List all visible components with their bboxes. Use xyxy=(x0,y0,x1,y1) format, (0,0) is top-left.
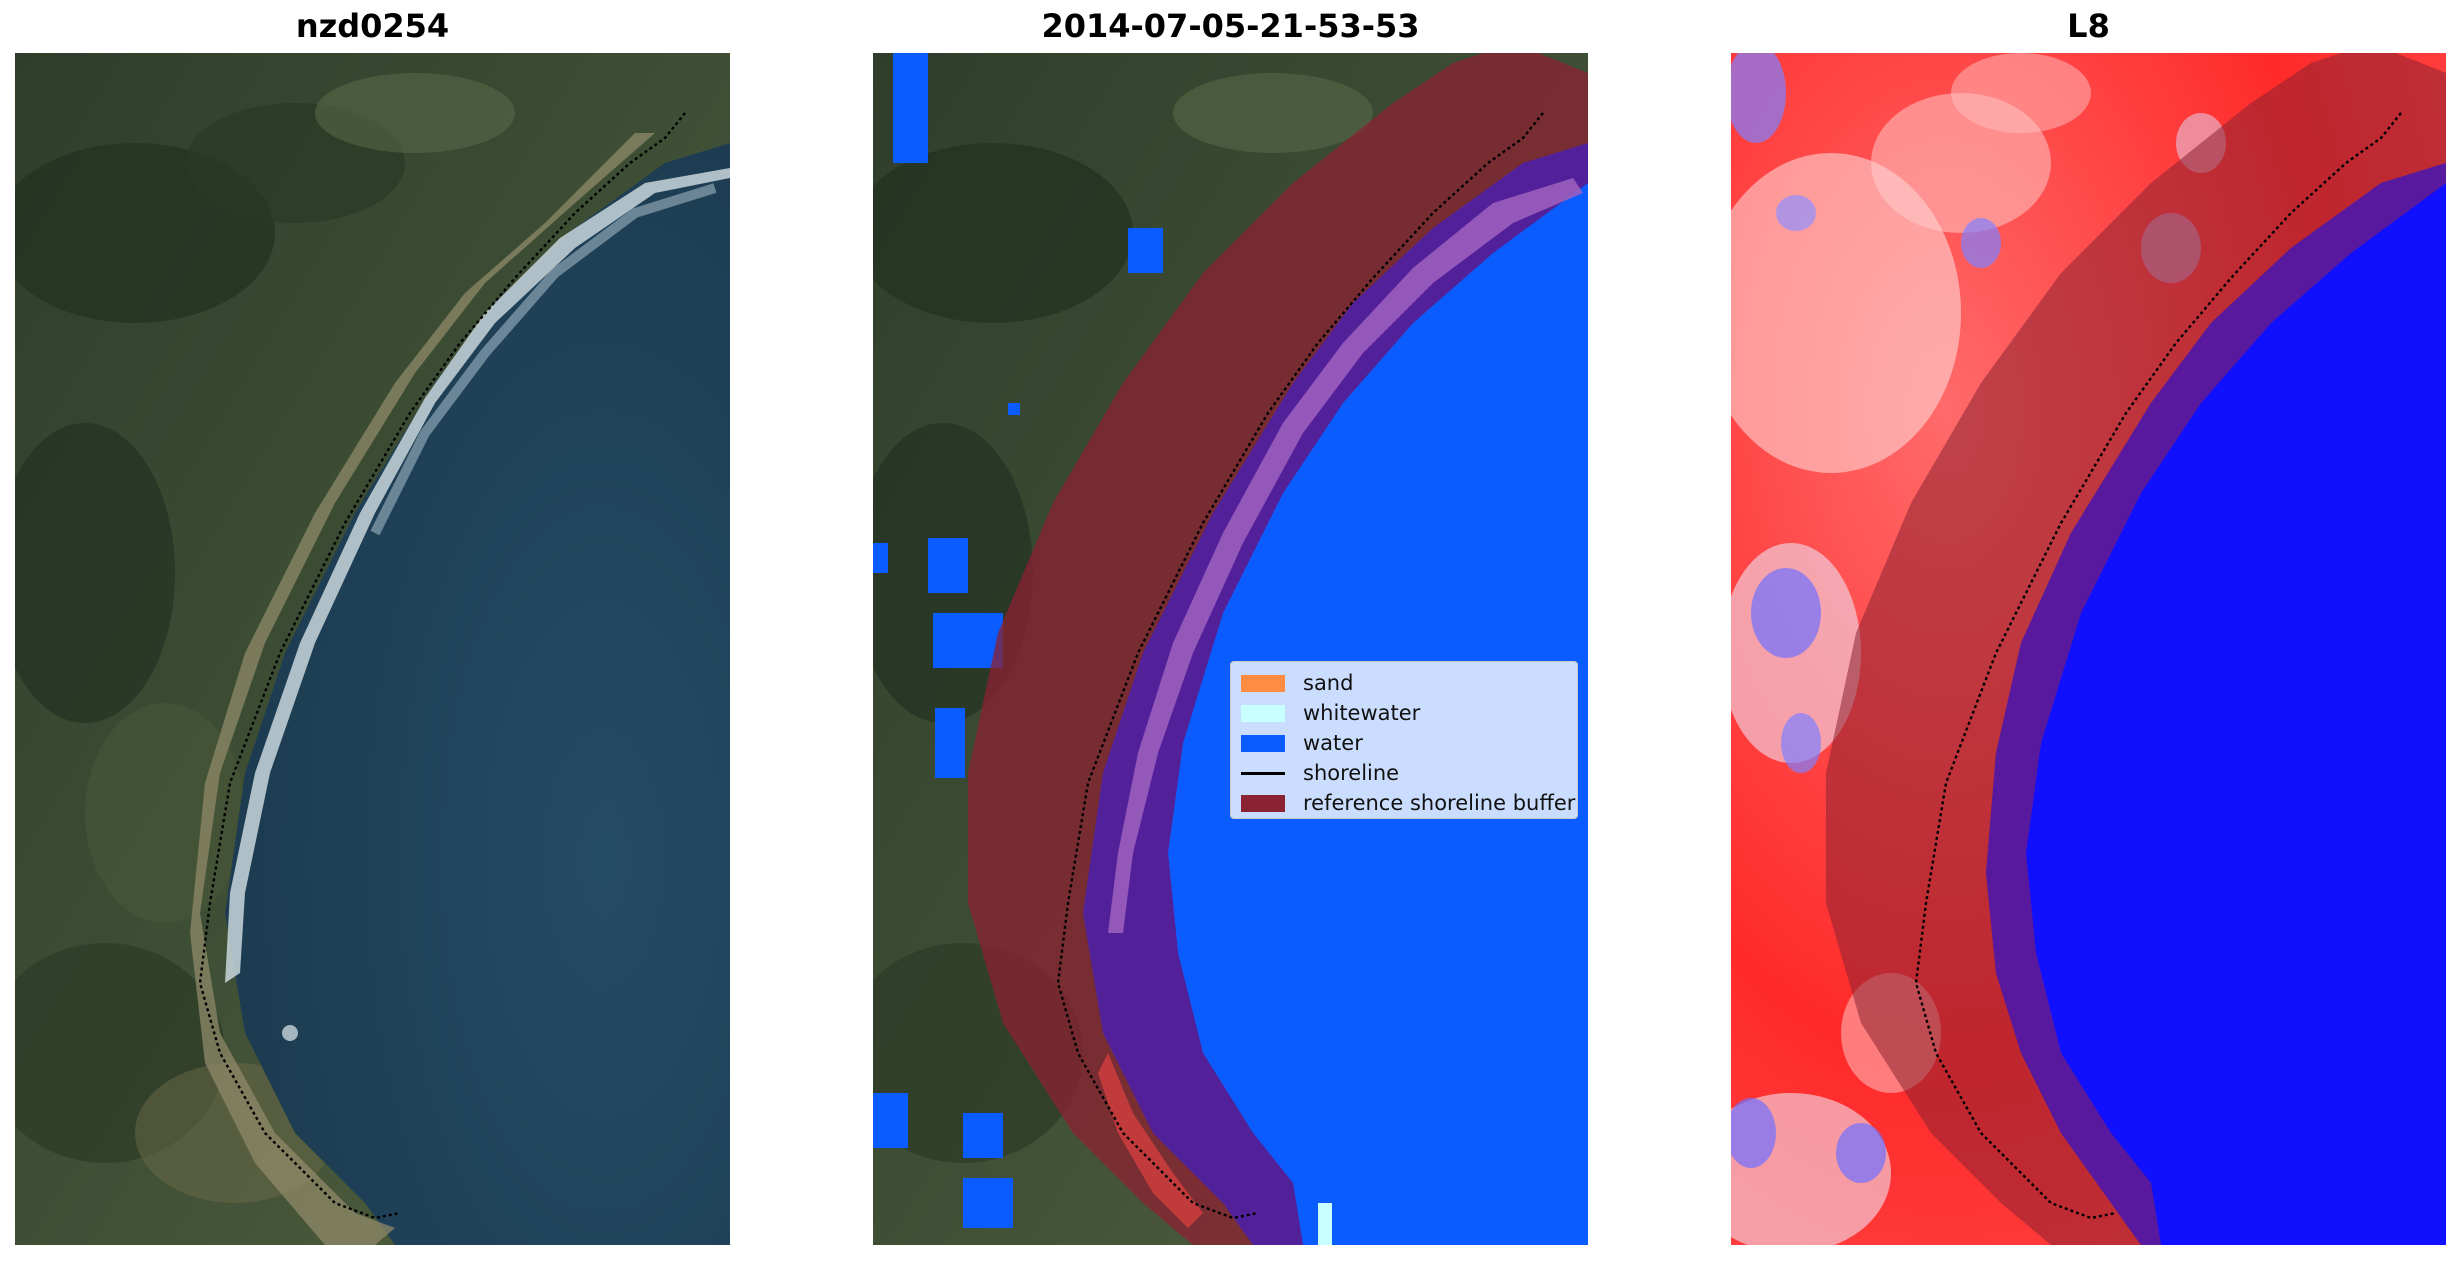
buffer-swatch xyxy=(1241,794,1285,812)
classified-image-panel xyxy=(873,53,1588,1245)
l8-classifier-panel xyxy=(1731,53,2446,1245)
classified-image xyxy=(873,53,1588,1245)
shoreline-swatch xyxy=(1241,771,1285,775)
legend-label-sand: sand xyxy=(1303,671,1354,695)
legend-item-whitewater: whitewater xyxy=(1241,698,1567,728)
whitewater-swatch xyxy=(1241,704,1285,722)
legend-item-water: water xyxy=(1241,728,1567,758)
rgb-image-panel xyxy=(15,53,730,1245)
panel-title-l8: L8 xyxy=(2067,7,2110,45)
panel-title-rgb: nzd0254 xyxy=(295,7,450,45)
water-swatch xyxy=(1241,734,1285,752)
panel-title-classified: 2014-07-05-21-53-53 xyxy=(1041,7,1420,45)
legend-item-buffer: reference shoreline buffer xyxy=(1241,788,1575,818)
reference-shoreline-buffer xyxy=(1826,53,2446,1245)
legend-label-buffer: reference shoreline buffer xyxy=(1303,791,1576,815)
rgb-satellite-image xyxy=(15,53,730,1245)
legend: sand whitewater water shoreline referenc… xyxy=(1230,661,1578,819)
sand-swatch xyxy=(1241,674,1285,692)
legend-label-shoreline: shoreline xyxy=(1303,761,1400,785)
legend-item-shoreline: shoreline xyxy=(1241,758,1567,788)
legend-item-sand: sand xyxy=(1241,668,1567,698)
legend-label-water: water xyxy=(1303,731,1363,755)
l8-classifier-image xyxy=(1731,53,2446,1245)
legend-label-whitewater: whitewater xyxy=(1303,701,1421,725)
